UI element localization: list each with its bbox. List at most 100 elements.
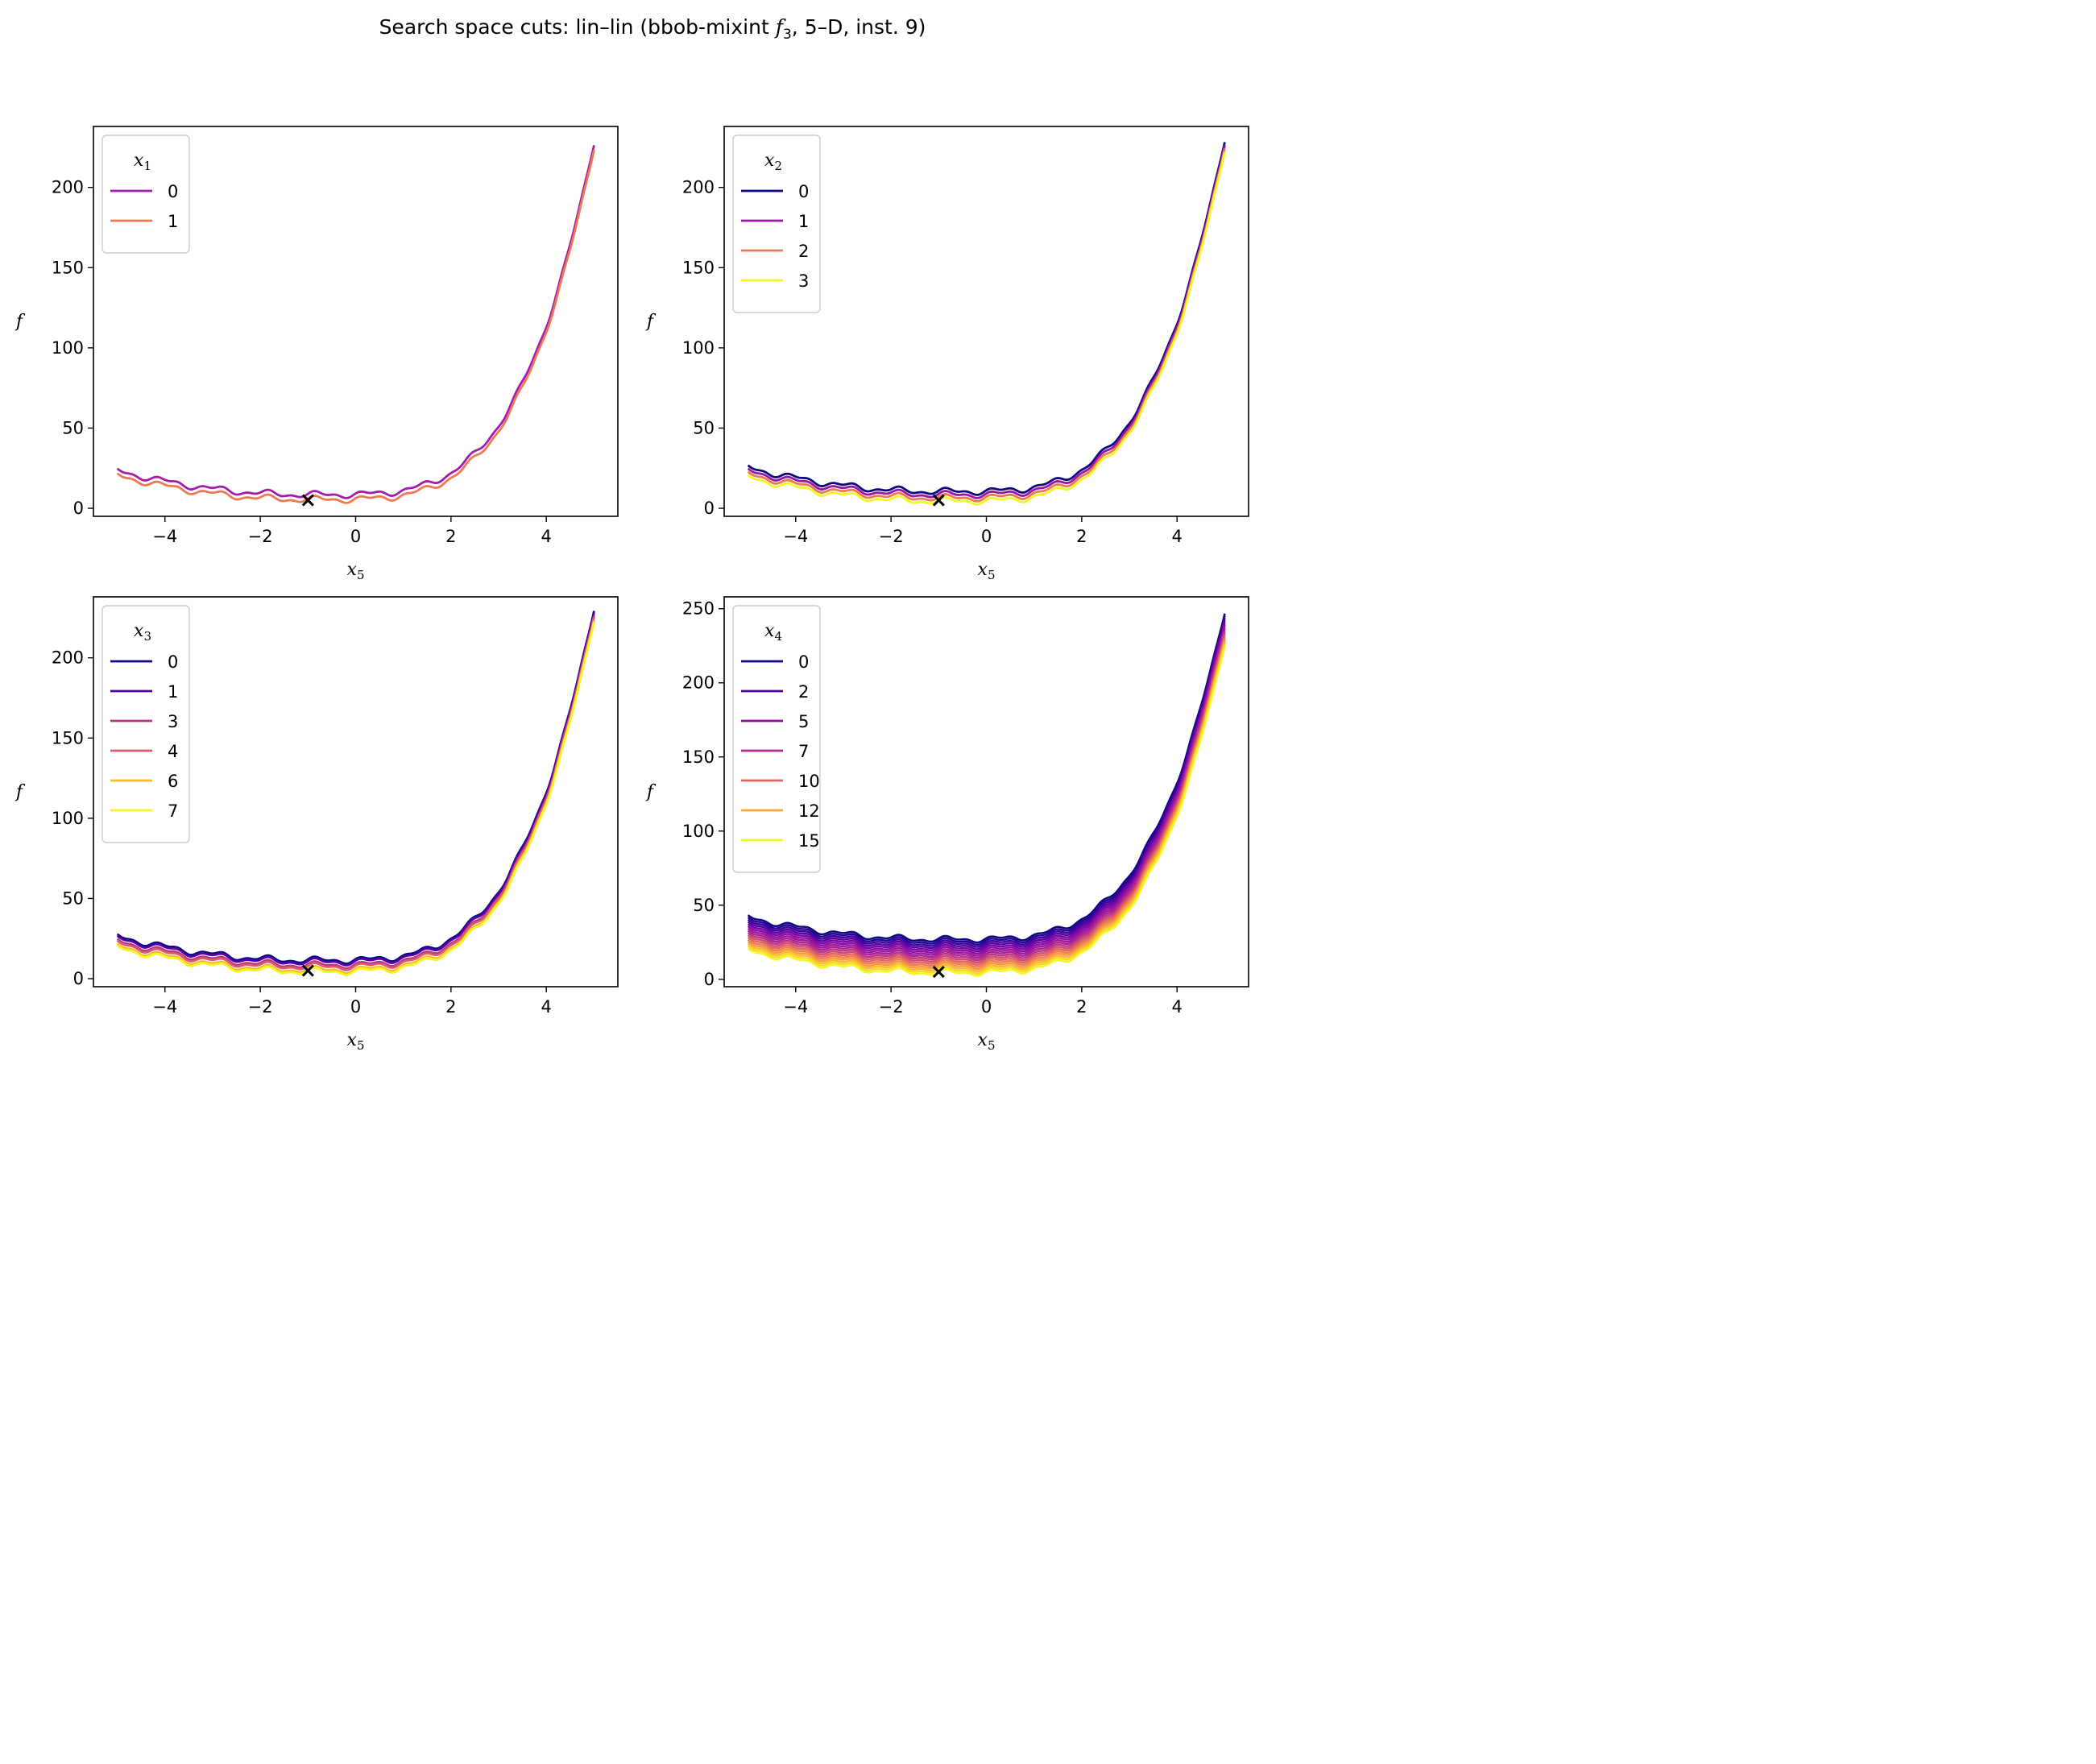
legend-label: 10 bbox=[798, 772, 820, 791]
legend-entry: 3 bbox=[741, 271, 809, 291]
x-tick-label: 4 bbox=[1172, 527, 1183, 546]
y-axis-label: f bbox=[14, 782, 26, 802]
legend-entry: 0 bbox=[741, 652, 809, 672]
y-tick-label: 100 bbox=[52, 338, 84, 358]
y-axis-label: f bbox=[645, 312, 657, 332]
legend-label: 7 bbox=[168, 801, 178, 821]
x-tick-label: 0 bbox=[981, 997, 992, 1017]
x-axis-label: x5 bbox=[978, 1030, 996, 1053]
legend-box bbox=[732, 605, 821, 873]
legend-label: 3 bbox=[168, 712, 178, 731]
y-tick-label: 150 bbox=[682, 747, 715, 767]
legend-title: x3 bbox=[134, 621, 151, 644]
y-tick-label: 0 bbox=[73, 499, 84, 518]
legend-entry: 7 bbox=[110, 801, 178, 821]
legend-entry: 2 bbox=[741, 682, 809, 702]
legend-label: 1 bbox=[798, 212, 809, 231]
legend-entry: 0 bbox=[110, 182, 178, 201]
y-tick-label: 50 bbox=[62, 888, 84, 908]
legend-entry: 4 bbox=[110, 742, 178, 761]
legend-entry: 1 bbox=[110, 682, 178, 702]
x-tick-label: 0 bbox=[981, 527, 992, 546]
legend-label: 2 bbox=[798, 242, 809, 261]
series-line-4 bbox=[116, 617, 595, 971]
x-tick-label: −2 bbox=[879, 997, 904, 1017]
figure-title: Search space cuts: lin–lin (bbob-mixint … bbox=[379, 15, 926, 43]
x-axis-label: x5 bbox=[347, 560, 365, 582]
x-tick-label: 4 bbox=[541, 527, 552, 546]
legend-label: 15 bbox=[798, 831, 820, 851]
legend: x3 0 1 3 4 6 7 bbox=[101, 605, 190, 843]
legend-entry: 7 bbox=[741, 742, 809, 761]
legend: x4 0 2 5 7 10 12 15 bbox=[732, 605, 821, 873]
legend-label: 2 bbox=[798, 682, 809, 702]
series-line-2 bbox=[747, 148, 1226, 503]
series-line-0 bbox=[116, 145, 595, 499]
optimum-marker bbox=[932, 494, 945, 507]
series-line-3 bbox=[747, 151, 1226, 506]
legend-label: 6 bbox=[168, 772, 178, 791]
x-tick-label: −2 bbox=[879, 527, 904, 546]
series-lines bbox=[116, 611, 595, 976]
y-tick-label: 200 bbox=[52, 648, 84, 668]
legend-title: x1 bbox=[134, 151, 151, 173]
y-tick-label: 250 bbox=[682, 599, 715, 619]
legend: x1 0 1 bbox=[101, 135, 190, 254]
x-tick-label: 2 bbox=[445, 997, 456, 1017]
legend-label: 0 bbox=[798, 652, 809, 672]
legend-entry: 1 bbox=[110, 212, 178, 231]
subplot-4: −4 −2 0 2 4 0 50 100 150 200 250 x5 f x4 0 2 5 7 10 12 15 bbox=[645, 596, 1249, 1053]
x-tick-label: −4 bbox=[152, 997, 177, 1017]
y-axis-label: f bbox=[14, 312, 26, 332]
legend-entry: 10 bbox=[741, 772, 820, 791]
legend: x2 0 1 2 3 bbox=[732, 135, 821, 313]
legend-label: 3 bbox=[798, 271, 809, 291]
series-line-1 bbox=[747, 145, 1226, 499]
legend-label: 0 bbox=[168, 182, 178, 201]
y-tick-label: 150 bbox=[682, 258, 715, 277]
legend-box bbox=[732, 135, 821, 313]
x-tick-label: −4 bbox=[783, 997, 808, 1017]
legend-box bbox=[101, 135, 190, 254]
x-axis-label: x5 bbox=[978, 560, 996, 582]
legend-entry: 12 bbox=[741, 801, 820, 821]
series-lines bbox=[747, 613, 1226, 977]
y-tick-label: 150 bbox=[52, 258, 84, 277]
y-tick-label: 0 bbox=[704, 970, 715, 989]
x-tick-label: 4 bbox=[541, 997, 552, 1017]
legend-label: 0 bbox=[798, 182, 809, 201]
subplot-1: −4 −2 0 2 4 0 50 100 150 200 x5 f x1 0 1 bbox=[14, 126, 619, 582]
legend-entry: 2 bbox=[741, 242, 809, 261]
y-tick-label: 0 bbox=[704, 499, 715, 518]
legend-label: 12 bbox=[798, 801, 820, 821]
y-tick-label: 50 bbox=[62, 418, 84, 437]
x-tick-label: 0 bbox=[350, 527, 361, 546]
figure: Search space cuts: lin–lin (bbob-mixint … bbox=[14, 15, 1249, 1053]
x-tick-label: 0 bbox=[350, 997, 361, 1017]
series-lines bbox=[747, 142, 1226, 506]
legend-entry: 3 bbox=[110, 712, 178, 731]
subplot-3: −4 −2 0 2 4 0 50 100 150 200 x5 f x3 0 1 3 4 6 7 bbox=[14, 596, 619, 1053]
y-tick-label: 200 bbox=[682, 673, 715, 693]
legend-label: 4 bbox=[168, 742, 178, 761]
y-tick-label: 50 bbox=[693, 418, 715, 437]
y-tick-label: 100 bbox=[682, 338, 715, 358]
series-line-7 bbox=[116, 622, 595, 976]
legend-title: x2 bbox=[764, 151, 782, 173]
series-line-1 bbox=[116, 612, 595, 967]
y-tick-label: 100 bbox=[52, 809, 84, 828]
legend-label: 7 bbox=[798, 742, 809, 761]
legend-entry: 15 bbox=[741, 831, 820, 851]
legend-entry: 0 bbox=[110, 652, 178, 672]
x-tick-label: −2 bbox=[248, 527, 273, 546]
legend-entry: 1 bbox=[741, 212, 809, 231]
legend-title: x4 bbox=[764, 621, 782, 644]
legend-entry: 0 bbox=[741, 182, 809, 201]
series-line-0 bbox=[747, 142, 1226, 496]
y-tick-label: 150 bbox=[52, 728, 84, 747]
y-tick-label: 100 bbox=[682, 822, 715, 841]
legend-label: 1 bbox=[168, 212, 178, 231]
series-line-level-15 bbox=[747, 646, 1226, 977]
x-axis-label: x5 bbox=[347, 1030, 365, 1053]
